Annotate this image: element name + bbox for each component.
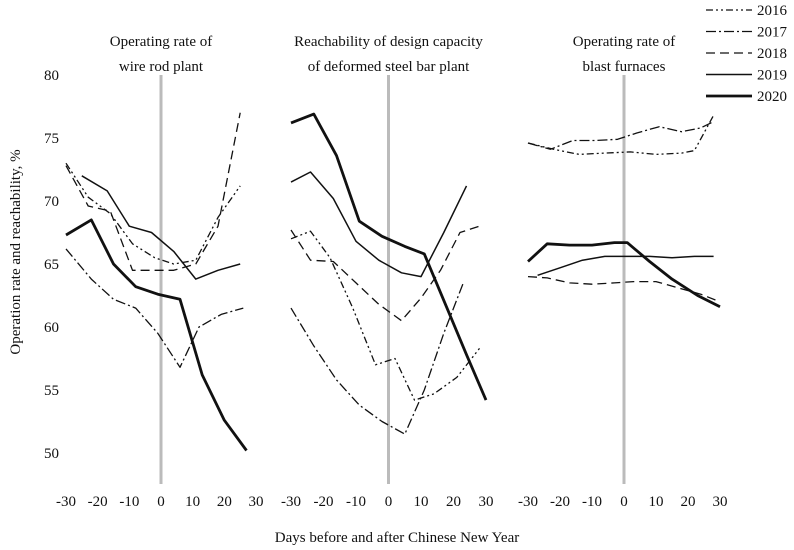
x-tick-label: -20 <box>550 494 570 510</box>
chart-panels: Operating rate of wire rod plant -30 -20 -10… <box>56 34 728 510</box>
series-line-2019 <box>290 171 468 278</box>
x-tick-label: -30 <box>56 494 76 510</box>
x-tick-label: 30 <box>249 494 264 510</box>
panel-title-line: of deformed steel bar plant <box>308 59 470 75</box>
chart-panel-1: Operating rate of wire rod plant -30 -20 -10… <box>56 34 264 510</box>
x-tick-label: 10 <box>414 494 429 510</box>
series-line-2018 <box>65 112 241 271</box>
series-line-2017 <box>290 282 464 435</box>
y-tick-label: 60 <box>44 320 59 336</box>
series-line-2019 <box>537 255 714 277</box>
chart-panel-2: Reachability of design capacity of deform… <box>281 34 494 510</box>
x-tick-label: 30 <box>479 494 494 510</box>
x-axis-title: Days before and after Chinese New Year <box>275 530 520 546</box>
x-tick-label: -20 <box>88 494 108 510</box>
x-tick-label: 20 <box>446 494 461 510</box>
x-tick-label: 20 <box>217 494 232 510</box>
y-tick-label: 55 <box>44 383 59 399</box>
panel-title-line: wire rod plant <box>119 59 204 75</box>
x-tick-label: -30 <box>518 494 538 510</box>
y-tick-label: 50 <box>44 446 59 462</box>
panel-title-line: Reachability of design capacity <box>294 34 483 50</box>
series-line-2020 <box>527 241 721 309</box>
y-axis-title: Operation rate and reachability, % <box>8 149 24 354</box>
series-line-2017 <box>65 248 244 368</box>
series-line-2016 <box>290 230 481 401</box>
x-tick-label: -10 <box>346 494 366 510</box>
y-tick-label: 65 <box>44 257 59 273</box>
panel-title-line: Operating rate of <box>110 34 212 50</box>
x-tick-label: 0 <box>385 494 393 510</box>
chart-panel-3: Operating rate of blast furnaces -30 -20 -10… <box>518 34 728 510</box>
x-tick-label: 10 <box>185 494 200 510</box>
series-line-2020 <box>290 112 488 401</box>
y-tick-label: 70 <box>44 194 59 210</box>
x-tick-label: 0 <box>620 494 628 510</box>
y-tick-label: 80 <box>44 68 59 84</box>
legend-label-2020: 2020 <box>757 89 787 105</box>
x-tick-label: 10 <box>649 494 664 510</box>
series-line-2020 <box>65 218 248 452</box>
series-line-2017 <box>527 121 714 150</box>
panel-title-line: Operating rate of <box>573 34 675 50</box>
series-line-2016 <box>65 162 241 265</box>
x-tick-label: -20 <box>314 494 334 510</box>
series-line-2018 <box>290 225 480 322</box>
x-tick-label: 30 <box>713 494 728 510</box>
series-line-2016 <box>527 114 715 156</box>
legend-label-2016: 2016 <box>757 3 788 19</box>
x-tick-label: 0 <box>157 494 165 510</box>
x-tick-label: -10 <box>119 494 139 510</box>
x-tick-label: -10 <box>582 494 602 510</box>
legend: 2016 2017 2018 2019 2020 <box>706 3 788 105</box>
y-axis: 50 55 60 65 70 75 80 <box>44 68 59 462</box>
series-line-2018 <box>527 275 721 303</box>
y-tick-label: 75 <box>44 131 59 147</box>
legend-label-2017: 2017 <box>757 25 788 41</box>
x-tick-label: -30 <box>281 494 301 510</box>
series-line-2019 <box>81 175 241 280</box>
panel-title-line: blast furnaces <box>583 59 666 75</box>
x-tick-label: 20 <box>681 494 696 510</box>
legend-label-2019: 2019 <box>757 68 787 84</box>
legend-label-2018: 2018 <box>757 46 787 62</box>
